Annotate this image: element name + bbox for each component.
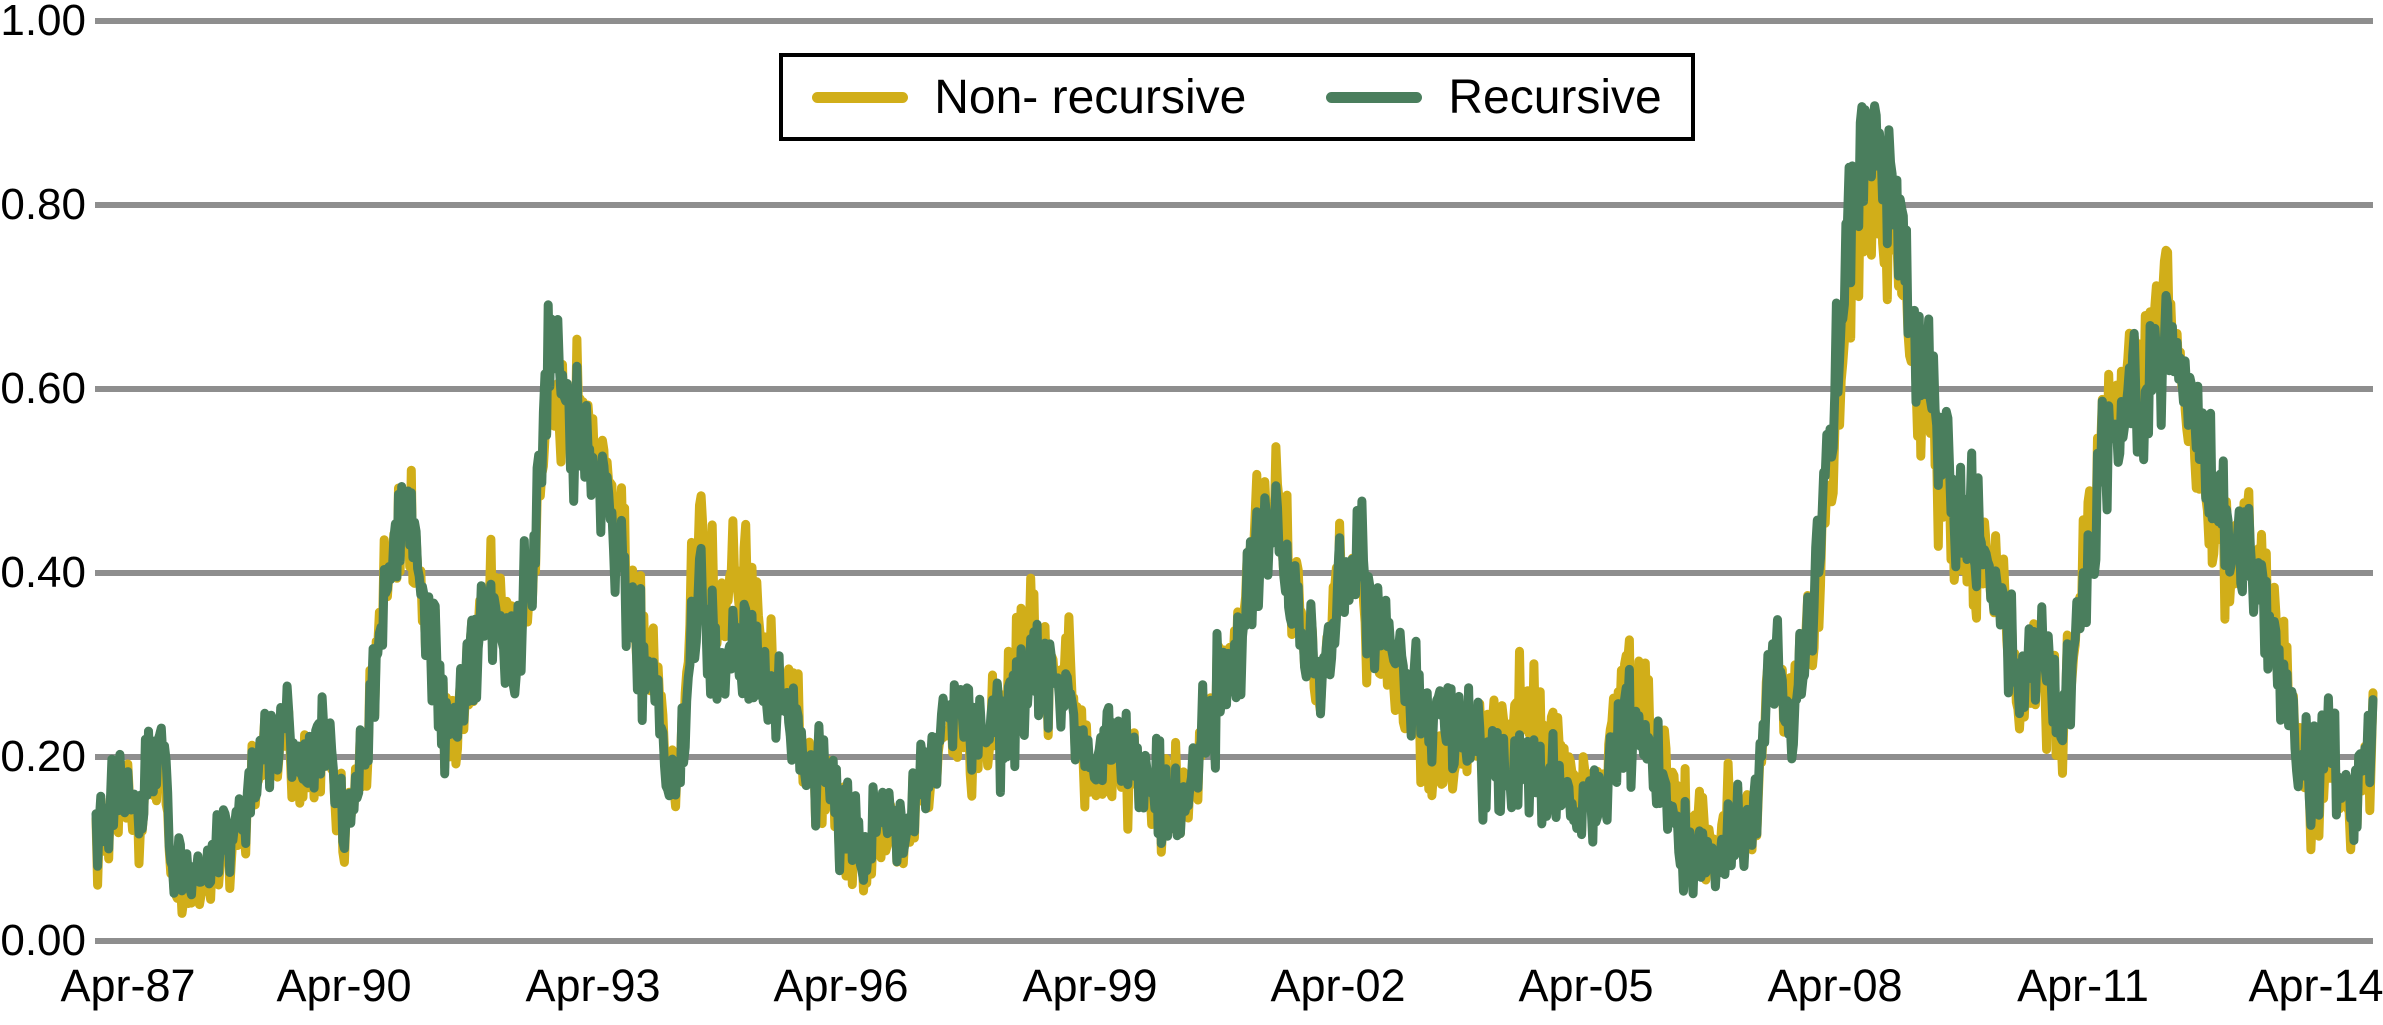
legend-line-swatch: [1326, 91, 1423, 103]
legend-item-non-recursive: Non- recursive: [812, 70, 1246, 125]
y-axis-tick-label: 0.80: [0, 180, 86, 229]
y-axis-tick-label: 0.20: [0, 732, 86, 781]
legend-item-recursive: Recursive: [1326, 70, 1662, 125]
legend-line-swatch: [812, 91, 909, 103]
x-axis-tick-label: Apr-05: [1518, 960, 1654, 1011]
y-axis-tick-label: 0.60: [0, 364, 86, 413]
legend-box: Non- recursive Recursive: [779, 53, 1695, 141]
y-axis-tick-label: 0.40: [0, 548, 86, 597]
y-axis-tick-label: 1.00: [0, 0, 86, 45]
y-axis-tick-label: 0.00: [0, 916, 86, 965]
x-axis-tick-label: Apr-87: [60, 960, 196, 1011]
x-axis-tick-label: Apr-08: [1767, 960, 1903, 1011]
x-axis-tick-label: Apr-02: [1270, 960, 1406, 1011]
legend-label: Non- recursive: [934, 70, 1247, 124]
series-lines: [91, 101, 2378, 918]
series-line-non-recursive: [91, 161, 2378, 918]
x-axis-tick-label: Apr-99: [1022, 960, 1158, 1011]
series-line-recursive: [91, 101, 2378, 900]
legend-label: Recursive: [1448, 70, 1662, 124]
x-axis-tick-label: Apr-11: [2017, 960, 2149, 1011]
x-axis-tick-label: Apr-14: [2248, 960, 2383, 1011]
x-axis-tick-label: Apr-96: [773, 960, 909, 1011]
gridlines: [95, 18, 2373, 944]
x-axis-tick-label: Apr-90: [276, 960, 412, 1011]
x-axis-tick-label: Apr-93: [525, 960, 661, 1011]
